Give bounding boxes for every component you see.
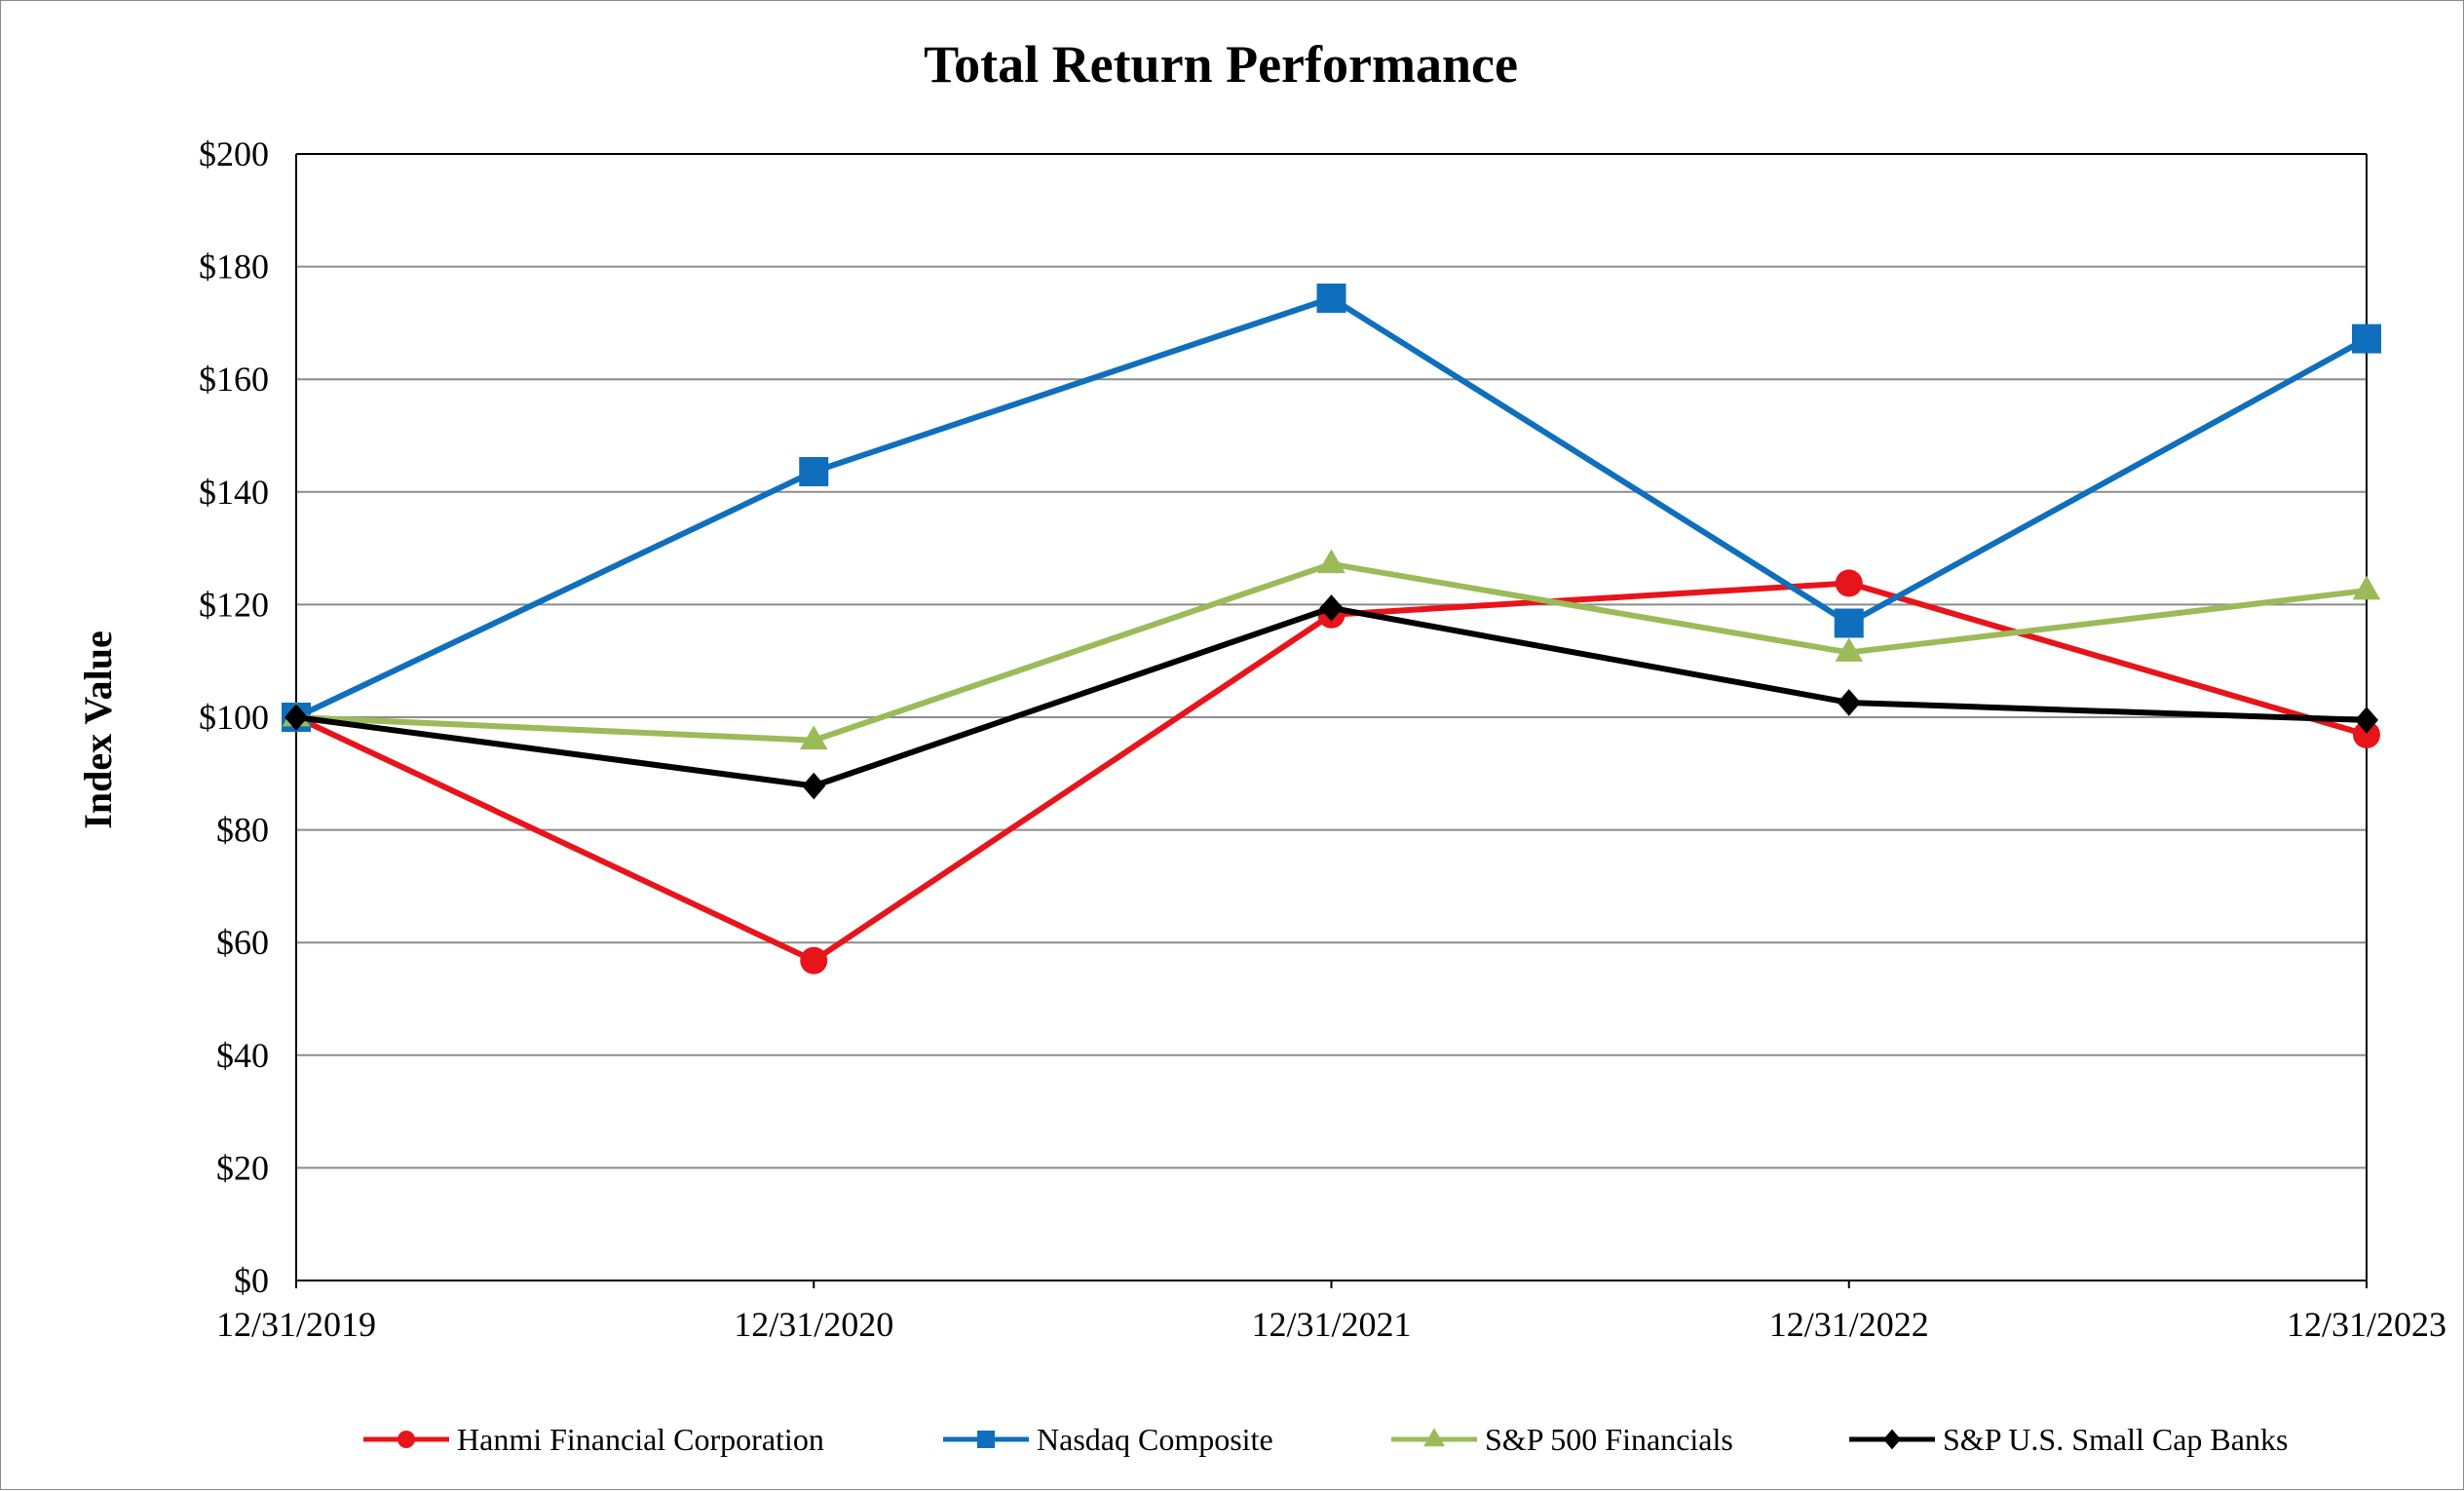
chart-title: Total Return Performance (924, 35, 1518, 94)
legend-label: S&P U.S. Small Cap Banks (1943, 1422, 2288, 1457)
legend-swatch-marker (977, 1431, 995, 1448)
y-tick-label: $160 (199, 360, 269, 399)
legend-item: Hanmi Financial Corporation (363, 1422, 824, 1457)
legend-item: S&P U.S. Small Cap Banks (1849, 1422, 2288, 1457)
data-point (2352, 324, 2381, 354)
series-line (295, 604, 2368, 789)
x-tick-label: 12/31/2021 (1251, 1305, 1411, 1344)
legend-label: S&P 500 Financials (1485, 1422, 1733, 1457)
data-point (1834, 608, 1864, 638)
y-tick-label: $120 (199, 585, 269, 624)
series-1 (282, 283, 2381, 732)
series-0 (283, 569, 2380, 975)
data-point (799, 456, 829, 486)
legend: Hanmi Financial Corporation Nasdaq Compos… (363, 1422, 2288, 1457)
x-tick-label: 12/31/2022 (1769, 1305, 1929, 1344)
series-layer (282, 283, 2381, 975)
legend-swatch-marker (1883, 1429, 1901, 1450)
legend-label: Hanmi Financial Corporation (457, 1422, 824, 1457)
data-point (1316, 283, 1346, 313)
x-tick-label: 12/31/2023 (2287, 1305, 2446, 1344)
x-tick-label: 12/31/2019 (216, 1305, 376, 1344)
data-point (1317, 549, 1346, 574)
x-tick-label: 12/31/2020 (734, 1305, 893, 1344)
legend-swatch-marker (1423, 1428, 1445, 1447)
data-point (284, 704, 308, 731)
data-point (800, 946, 828, 975)
y-tick-label: $20 (216, 1148, 269, 1187)
data-point (2353, 720, 2380, 748)
data-point (1835, 569, 1863, 597)
data-point (799, 725, 828, 750)
data-point (1319, 594, 1344, 622)
series-line (294, 294, 2369, 720)
axes: $0 $20 $40 $60 $80 $100 $120 $140 $160 $180 $200 12… (199, 134, 2446, 1344)
y-tick-label: $180 (199, 248, 269, 287)
legend-swatch-marker (398, 1431, 415, 1448)
y-tick-label: $80 (216, 811, 269, 850)
series-3 (284, 594, 2378, 800)
y-tick-label: $0 (234, 1261, 269, 1300)
y-tick-label: $200 (199, 134, 269, 173)
y-tick-label: $140 (199, 473, 269, 512)
y-tick-label: $100 (199, 698, 269, 737)
series-line (294, 580, 2368, 964)
legend-item: S&P 500 Financials (1391, 1422, 1733, 1457)
y-tick-label: $60 (216, 923, 269, 962)
y-tick-label: $40 (216, 1036, 269, 1075)
data-point (1837, 689, 1861, 716)
series-line (295, 560, 2368, 744)
legend-item: Nasdaq Composite (943, 1422, 1273, 1457)
y-axis-label: Index Value (76, 631, 120, 828)
legend-label: Nasdaq Composite (1037, 1422, 1273, 1457)
data-point (1835, 637, 1864, 662)
data-point (2355, 707, 2378, 734)
data-point (802, 772, 826, 800)
data-point (2352, 575, 2381, 600)
